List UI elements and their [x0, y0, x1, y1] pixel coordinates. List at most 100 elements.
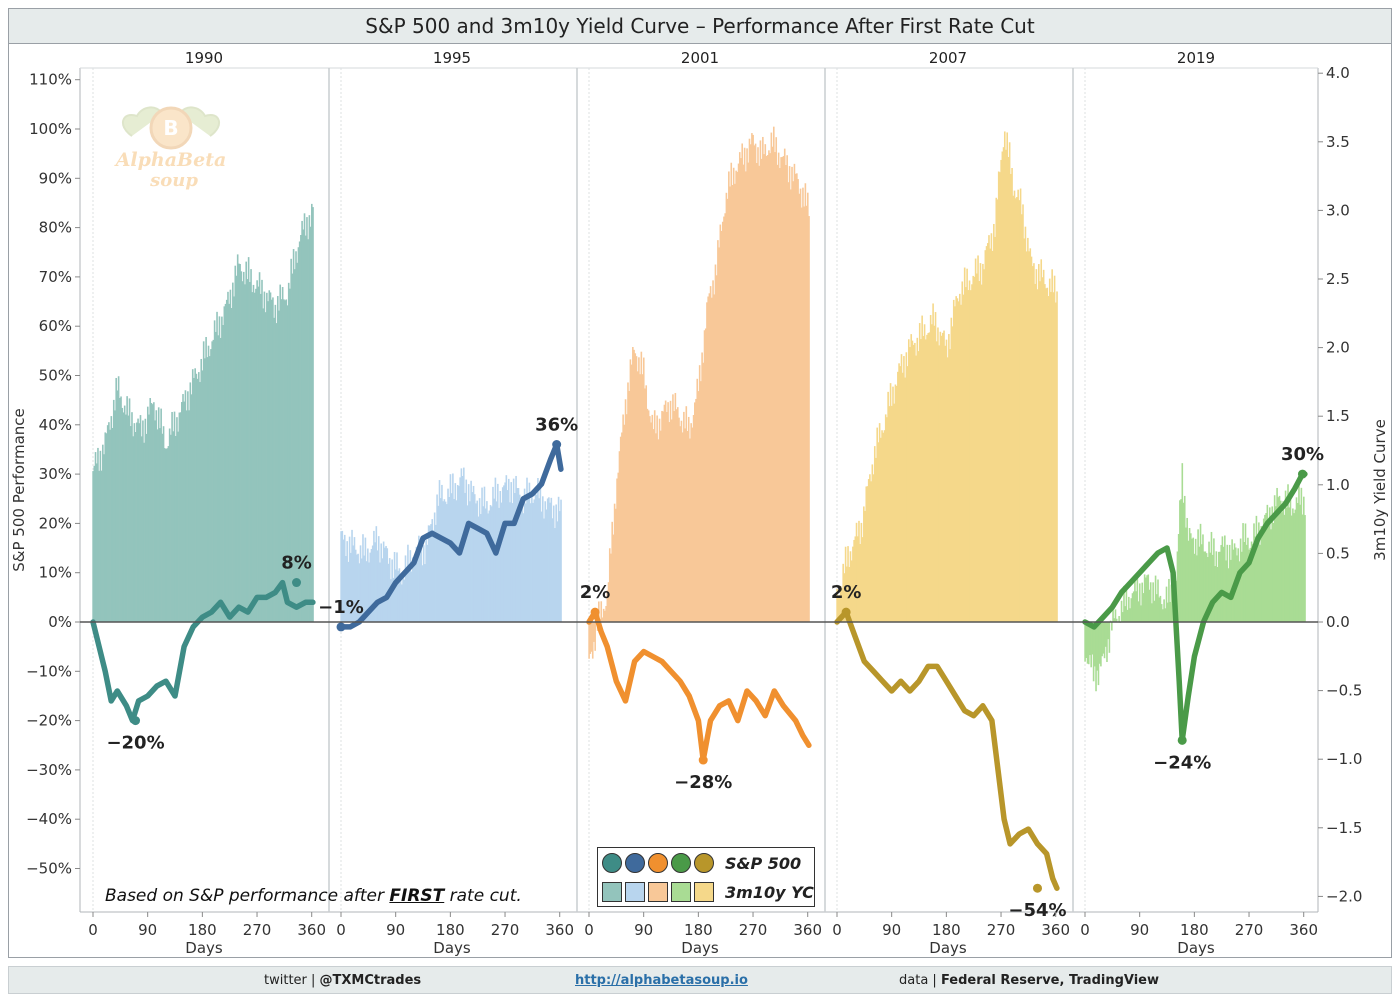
sp500-line-1995	[338, 441, 564, 630]
yc-bar-1995	[554, 528, 556, 622]
x-axis-title: Days	[929, 939, 967, 957]
yc-bar-2001	[760, 158, 763, 622]
x-axis-tick-label: 360	[297, 921, 326, 939]
yc-bar-1990	[252, 284, 255, 622]
yc-bar-2001	[696, 378, 699, 622]
yc-bar-1990	[131, 412, 133, 622]
yc-bar-2019	[1209, 552, 1212, 622]
yc-bar-2001	[755, 163, 758, 623]
yc-bar-1990	[188, 410, 190, 622]
yc-bar-1995	[346, 541, 348, 622]
yc-bar-2001	[694, 402, 696, 622]
yc-bar-1995	[424, 564, 426, 622]
yc-bar-2019	[1278, 495, 1281, 622]
yc-bar-2007	[984, 250, 987, 622]
yc-bar-2007	[1039, 281, 1041, 622]
yc-bar-1990	[125, 414, 127, 622]
yc-bar-1995	[354, 549, 357, 622]
yc-bar-2001	[635, 356, 638, 622]
yc-bar-2001	[762, 136, 764, 622]
yc-bar-2001	[754, 143, 757, 623]
yc-bar-1995	[384, 547, 386, 622]
yc-bar-2019	[1196, 555, 1198, 622]
yc-bar-2019	[1221, 536, 1224, 622]
yc-bar-2001	[781, 157, 784, 623]
yc-bar-2019	[1186, 517, 1188, 622]
yc-bar-1990	[165, 448, 167, 622]
yc-bar-1990	[194, 368, 196, 622]
yc-bar-2019	[1289, 494, 1292, 622]
yc-bar-2019	[1157, 579, 1159, 622]
yc-bar-2001	[732, 167, 735, 622]
yc-bar-2001	[686, 430, 689, 622]
yc-bar-2001	[656, 415, 658, 622]
yc-bar-2019	[1103, 622, 1106, 659]
yc-bar-2019	[1123, 585, 1125, 622]
yc-bar-2007	[951, 326, 954, 622]
footer-site-link[interactable]: http://alphabetasoup.io	[575, 973, 748, 988]
yc-bar-2001	[657, 439, 660, 622]
yc-bar-1990	[104, 432, 107, 622]
yc-bar-2001	[627, 382, 629, 622]
yc-bar-1990	[151, 404, 154, 622]
yc-bar-2019	[1273, 495, 1276, 622]
yc-bar-2001	[798, 193, 801, 622]
sp500-data-label-2001: 2%	[580, 582, 611, 603]
yc-bar-2001	[777, 152, 780, 622]
yc-bar-2007	[963, 267, 966, 622]
yc-bar-1990	[218, 316, 221, 622]
left-axis-tick-label: 40%	[39, 416, 72, 434]
yc-bar-2001	[728, 171, 730, 622]
yc-bar-2001	[623, 424, 626, 622]
yc-bar-1995	[454, 483, 457, 622]
yc-bar-1995	[532, 502, 534, 622]
yc-bar-1995	[394, 569, 397, 622]
yc-bar-2019	[1245, 544, 1248, 622]
yc-bar-2007	[979, 263, 982, 622]
sp500-data-label-1990: 8%	[281, 553, 312, 574]
yc-bar-2019	[1137, 601, 1140, 622]
yc-bar-2001	[690, 423, 692, 622]
panel-year-1995: 1995	[433, 49, 471, 67]
right-axis-tick-label: 0.5	[1326, 544, 1350, 562]
x-axis-tick-label: 0	[584, 921, 594, 939]
yc-bar-1995	[469, 501, 471, 622]
yc-bar-1990	[258, 272, 261, 622]
yc-bar-2019	[1153, 600, 1156, 622]
yc-bar-2019	[1258, 522, 1260, 622]
yc-bar-1990	[144, 418, 147, 622]
yc-bar-1995	[505, 475, 508, 622]
yc-bar-1990	[97, 447, 99, 622]
yc-bar-2019	[1226, 544, 1229, 622]
yc-bar-2007	[1053, 275, 1056, 622]
right-axis-tick-label: 1.0	[1326, 476, 1350, 494]
yc-bar-2001	[808, 216, 810, 622]
yc-bar-1990	[302, 229, 305, 622]
yc-bar-2007	[972, 275, 974, 622]
yc-bar-2007	[986, 243, 989, 622]
yc-bar-1990	[215, 331, 217, 622]
yc-bar-1995	[467, 484, 470, 622]
yc-bar-2001	[689, 438, 691, 622]
footer-twitter-handle[interactable]: @TXMCtrades	[319, 973, 422, 988]
yc-bar-2007	[1023, 238, 1026, 622]
yc-bar-2001	[702, 362, 705, 622]
legend-dot-2007	[694, 853, 714, 873]
yc-bar-2007	[1033, 263, 1035, 622]
yc-bar-1995	[390, 579, 392, 622]
yc-bar-2007	[870, 481, 872, 622]
yc-bar-2019	[1208, 541, 1210, 622]
sp500-marker-2007	[841, 607, 851, 617]
yc-bar-1995	[358, 563, 361, 622]
yc-bar-1990	[106, 425, 109, 622]
yc-bar-1995	[488, 510, 491, 622]
yc-bar-2019	[1095, 622, 1097, 692]
yc-bar-2007	[1008, 142, 1011, 622]
yc-bar-2019	[1086, 622, 1089, 664]
left-axis-tick-label: 50%	[39, 367, 72, 385]
yc-bar-1990	[232, 282, 234, 622]
yc-bar-2007	[1051, 269, 1053, 622]
yc-bar-2007	[863, 506, 865, 622]
yc-bar-1995	[541, 496, 544, 622]
yc-bar-2019	[1112, 604, 1114, 622]
